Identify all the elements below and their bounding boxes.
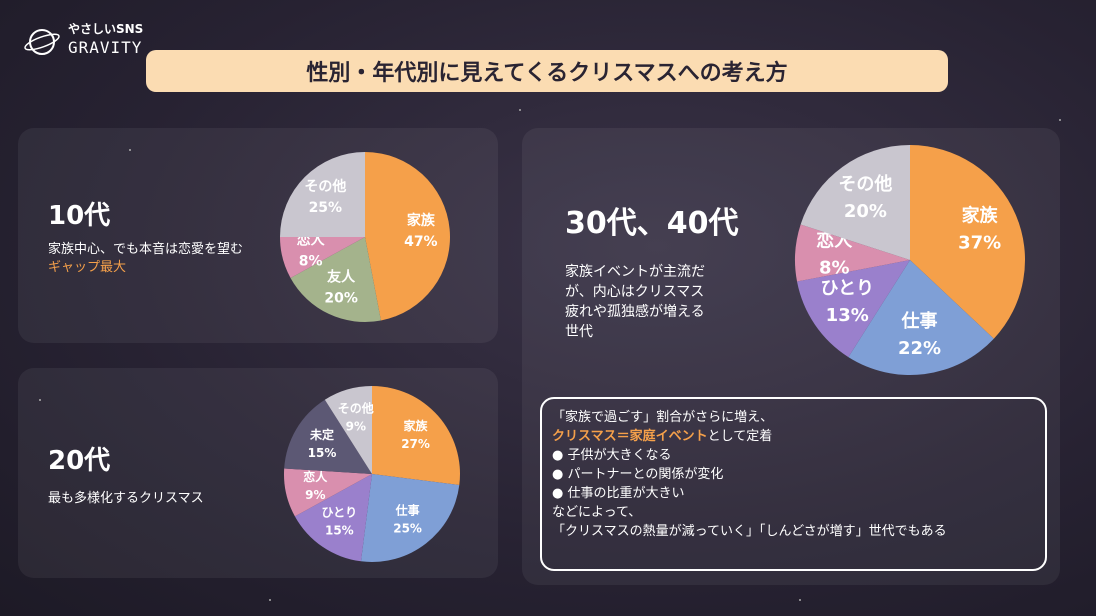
slice-label: 恋人 bbox=[303, 469, 328, 484]
value-label: 15% bbox=[308, 446, 337, 460]
value-label: 9% bbox=[346, 420, 366, 434]
value-label: 20% bbox=[324, 290, 358, 306]
logo-tagline: やさしいSNS bbox=[68, 22, 144, 36]
note-box: 「家族で過ごす」割合がさらに増え、 クリスマス＝家庭イベントとして定着 ● 子供… bbox=[540, 397, 1047, 571]
slice-label: その他 bbox=[838, 173, 892, 195]
value-label: 27% bbox=[401, 437, 430, 451]
value-label: 8% bbox=[819, 258, 850, 279]
note-text: 「家族で過ごす」割合がさらに増え、 bbox=[552, 410, 774, 425]
note-bullet: ● 仕事の比重が大きい bbox=[552, 486, 685, 501]
value-label: 37% bbox=[958, 232, 1001, 253]
slice-label: 家族 bbox=[962, 204, 999, 226]
chart-title: 30代、40代 bbox=[565, 206, 739, 241]
page-title: 性別・年代別に見えてくるクリスマスへの考え方 bbox=[146, 50, 948, 92]
pie-slice bbox=[372, 386, 460, 486]
slice-label: 未定 bbox=[309, 427, 334, 442]
value-label: 13% bbox=[826, 305, 869, 326]
pie-slice bbox=[365, 152, 451, 321]
slice-label: その他 bbox=[338, 401, 374, 416]
chart-title: 20代 bbox=[48, 446, 111, 476]
pie-slice bbox=[290, 237, 381, 322]
pie-slice bbox=[280, 152, 365, 237]
slice-label: ひとり bbox=[322, 506, 358, 520]
note-text: として定着 bbox=[707, 429, 773, 444]
pie-slice bbox=[294, 474, 372, 562]
pie-slice bbox=[800, 145, 910, 260]
value-label: 8% bbox=[299, 253, 323, 269]
pie-slice bbox=[360, 474, 460, 563]
pie-slice bbox=[324, 386, 372, 474]
value-label: 22% bbox=[898, 338, 941, 359]
note-line: クリスマス＝家庭イベントとして定着 bbox=[552, 427, 1035, 446]
pie-slice bbox=[280, 237, 365, 278]
value-label: 25% bbox=[393, 521, 422, 535]
slice-label: 家族 bbox=[407, 212, 436, 229]
pie-slice bbox=[797, 260, 910, 358]
slice-label: 友人 bbox=[327, 268, 356, 285]
chart-description: 家族中心、でも本音は恋愛を望む bbox=[48, 242, 244, 257]
chart-highlight: ギャップ最大 bbox=[48, 260, 127, 275]
pie-slice bbox=[284, 468, 372, 517]
value-label: 20% bbox=[844, 201, 887, 222]
value-label: 9% bbox=[305, 488, 325, 502]
value-label: 15% bbox=[325, 524, 354, 538]
slice-label: 仕事 bbox=[901, 310, 938, 332]
slice-label: 家族 bbox=[404, 418, 429, 433]
note-bullet: ● パートナーとの関係が変化 bbox=[552, 467, 724, 482]
slice-label: 仕事 bbox=[395, 502, 420, 517]
note-text: 「クリスマスの熱量が減っていく」「しんどさが増す」世代でもある bbox=[552, 524, 947, 539]
chart-description: 最も多様化するクリスマス bbox=[48, 491, 204, 506]
slice-label: ひとり bbox=[820, 278, 873, 299]
pie-slice bbox=[848, 260, 994, 376]
note-text: などによって、 bbox=[552, 505, 642, 520]
pie-slice bbox=[284, 399, 372, 474]
value-label: 47% bbox=[404, 234, 438, 250]
note-highlight: クリスマス＝家庭イベント bbox=[552, 429, 708, 444]
note-bullet: ● 子供が大きくなる bbox=[552, 448, 672, 463]
logo-name: GRAVITY bbox=[68, 38, 143, 57]
chart-description: 家族イベントが主流だが、内心はクリスマス疲れや孤独感が増える世代 bbox=[565, 264, 705, 340]
chart-title: 10代 bbox=[48, 201, 111, 231]
value-label: 25% bbox=[309, 200, 343, 216]
pie-slice bbox=[910, 145, 1025, 339]
slice-label: その他 bbox=[304, 178, 346, 195]
pie-slice bbox=[795, 224, 910, 282]
